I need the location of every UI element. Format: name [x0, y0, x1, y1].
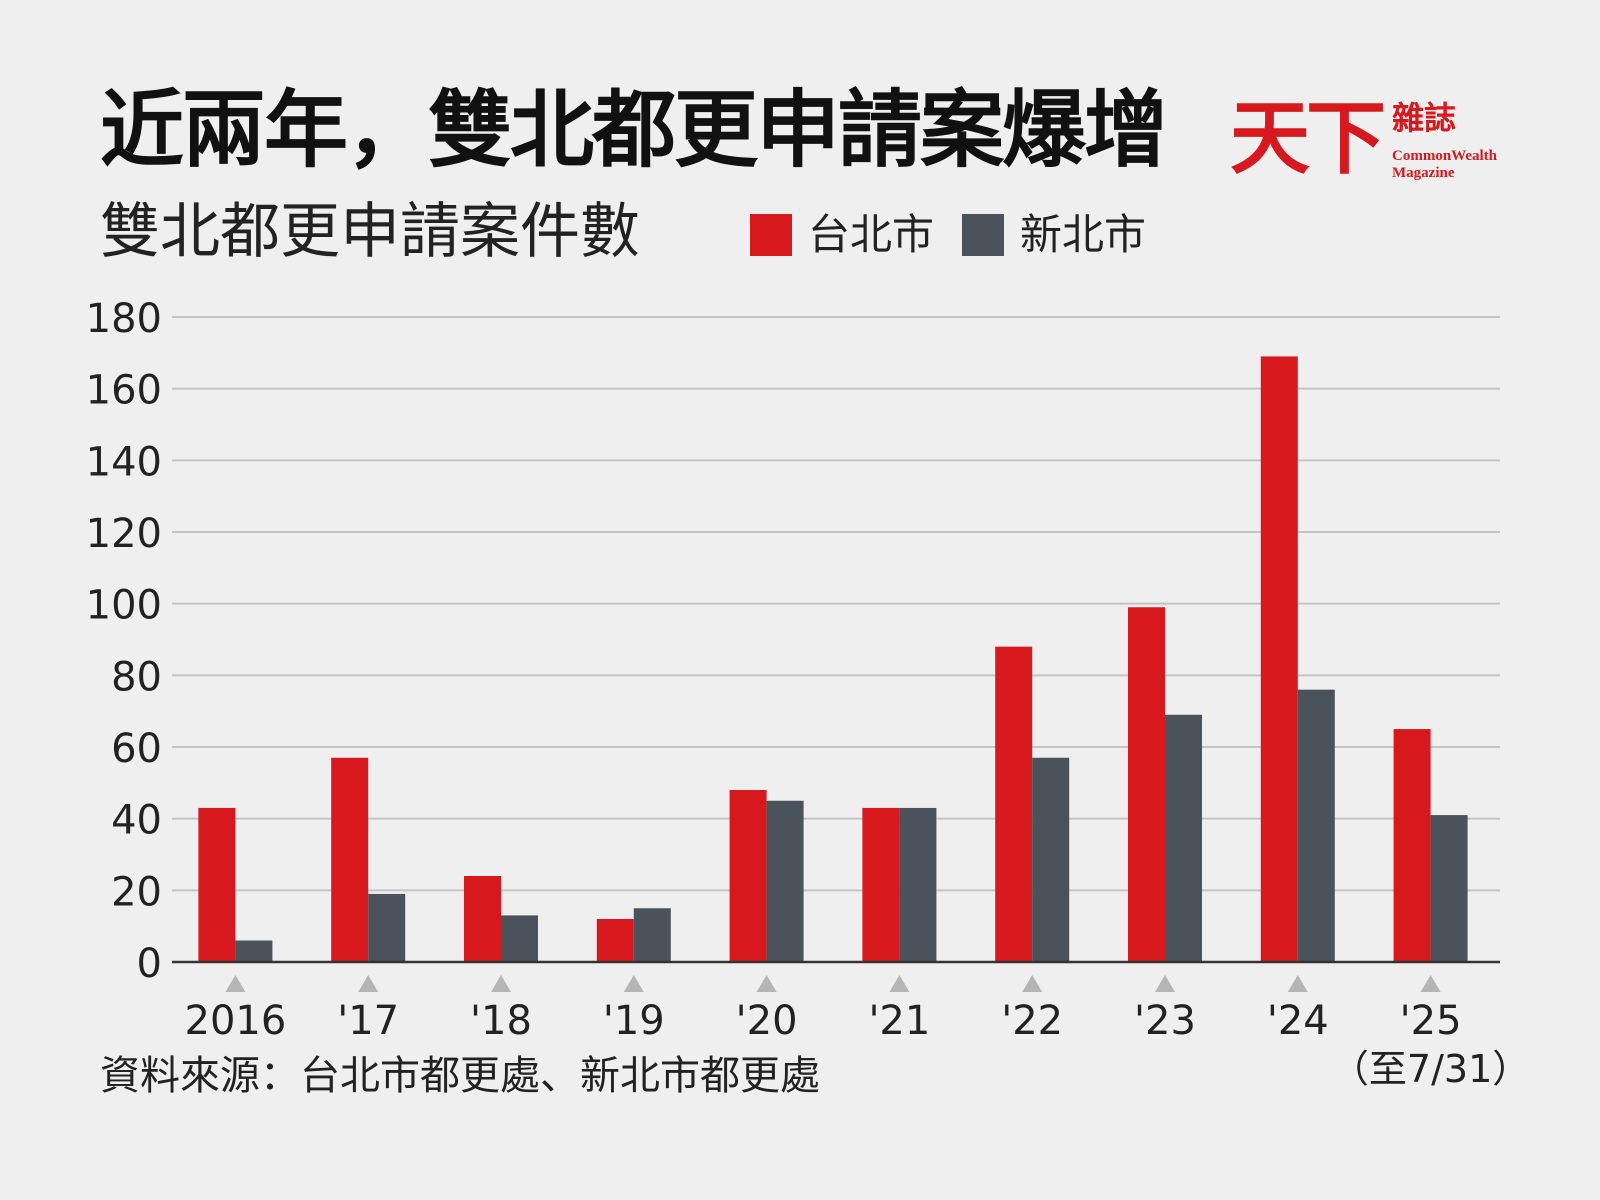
y-tick-label: 120	[86, 511, 162, 557]
bar-taipei	[596, 919, 634, 962]
y-tick-label: 100	[86, 583, 162, 629]
logo-secondary-text: 雜誌	[1392, 99, 1457, 137]
bar-taipei	[862, 807, 900, 962]
legend-swatch-new-taipei	[962, 214, 1005, 256]
x-tick-marker	[1155, 975, 1175, 992]
y-tick-label: 20	[111, 869, 162, 915]
y-tick-label: 160	[86, 368, 162, 414]
x-tick-marker	[756, 975, 777, 992]
x-tick-label: '25	[1400, 998, 1462, 1044]
x-tick-label: '19	[603, 998, 665, 1044]
source-note: 資料來源：台北市都更處、新北市都更處	[100, 1053, 820, 1099]
y-tick-label: 40	[111, 798, 162, 844]
x-tick-label: '18	[470, 998, 532, 1044]
bar-new-taipei	[368, 893, 406, 962]
bar-taipei	[1393, 729, 1431, 962]
bar-new-taipei	[235, 940, 273, 962]
x-tick-marker	[358, 975, 379, 992]
bar-taipei	[995, 646, 1033, 962]
logo-english-line1: CommonWealth	[1392, 148, 1497, 164]
commonwealth-logo: 天下 雜誌 CommonWealth Magazine	[1230, 98, 1500, 188]
x-tick-label: '24	[1267, 998, 1329, 1044]
x-tick-label: '17	[337, 998, 399, 1044]
bar-new-taipei	[899, 807, 937, 962]
y-tick-label: 180	[86, 296, 162, 342]
logo-english-text: CommonWealth Magazine	[1392, 148, 1497, 182]
logo-main-text: 天下	[1230, 91, 1386, 185]
x-tick-label: '23	[1134, 998, 1196, 1044]
x-tick-marker	[1420, 975, 1441, 992]
x-tick-marker	[1287, 975, 1308, 992]
bar-new-taipei	[1297, 689, 1335, 962]
x-tick-marker	[1022, 975, 1043, 992]
bar-taipei	[331, 757, 369, 962]
x-tick-marker	[889, 975, 910, 992]
bar-taipei	[464, 876, 501, 962]
legend-swatch-taipei	[750, 214, 792, 256]
y-tick-label: 60	[111, 726, 162, 772]
bar-taipei	[198, 807, 236, 962]
bar-new-taipei	[1430, 815, 1468, 962]
x-tick-label: '21	[868, 998, 930, 1044]
chart-title: 近兩年，雙北都更申請案爆增	[100, 81, 1168, 179]
legend-item-new-taipei: 新北市	[962, 214, 1146, 256]
y-tick-label: 80	[111, 654, 162, 700]
bar-taipei	[1260, 356, 1298, 963]
legend-item-taipei: 台北市	[750, 214, 934, 256]
x-tick-note: （至7/31）	[1331, 1047, 1530, 1091]
x-tick-marker	[225, 975, 246, 992]
bar-new-taipei	[633, 908, 671, 962]
legend: 台北市 新北市	[750, 214, 1174, 256]
bar-new-taipei	[1165, 714, 1202, 962]
x-tick-label: '20	[736, 998, 798, 1044]
bar-new-taipei	[1032, 757, 1070, 962]
logo-english-line2: Magazine	[1392, 165, 1455, 181]
x-tick-marker	[491, 975, 511, 992]
bar-new-taipei	[501, 915, 538, 962]
x-tick-label: 2016	[185, 998, 287, 1044]
legend-label-taipei: 台北市	[808, 210, 935, 259]
bar-taipei	[1128, 607, 1165, 962]
legend-label-new-taipei: 新北市	[1020, 210, 1147, 259]
bar-taipei	[729, 790, 767, 962]
x-tick-label: '22	[1001, 998, 1063, 1044]
bar-new-taipei	[766, 800, 804, 962]
y-tick-label: 140	[86, 439, 162, 485]
y-tick-label: 0	[137, 941, 162, 987]
chart-subtitle: 雙北都更申請案件數	[100, 197, 640, 267]
x-tick-marker	[623, 975, 644, 992]
